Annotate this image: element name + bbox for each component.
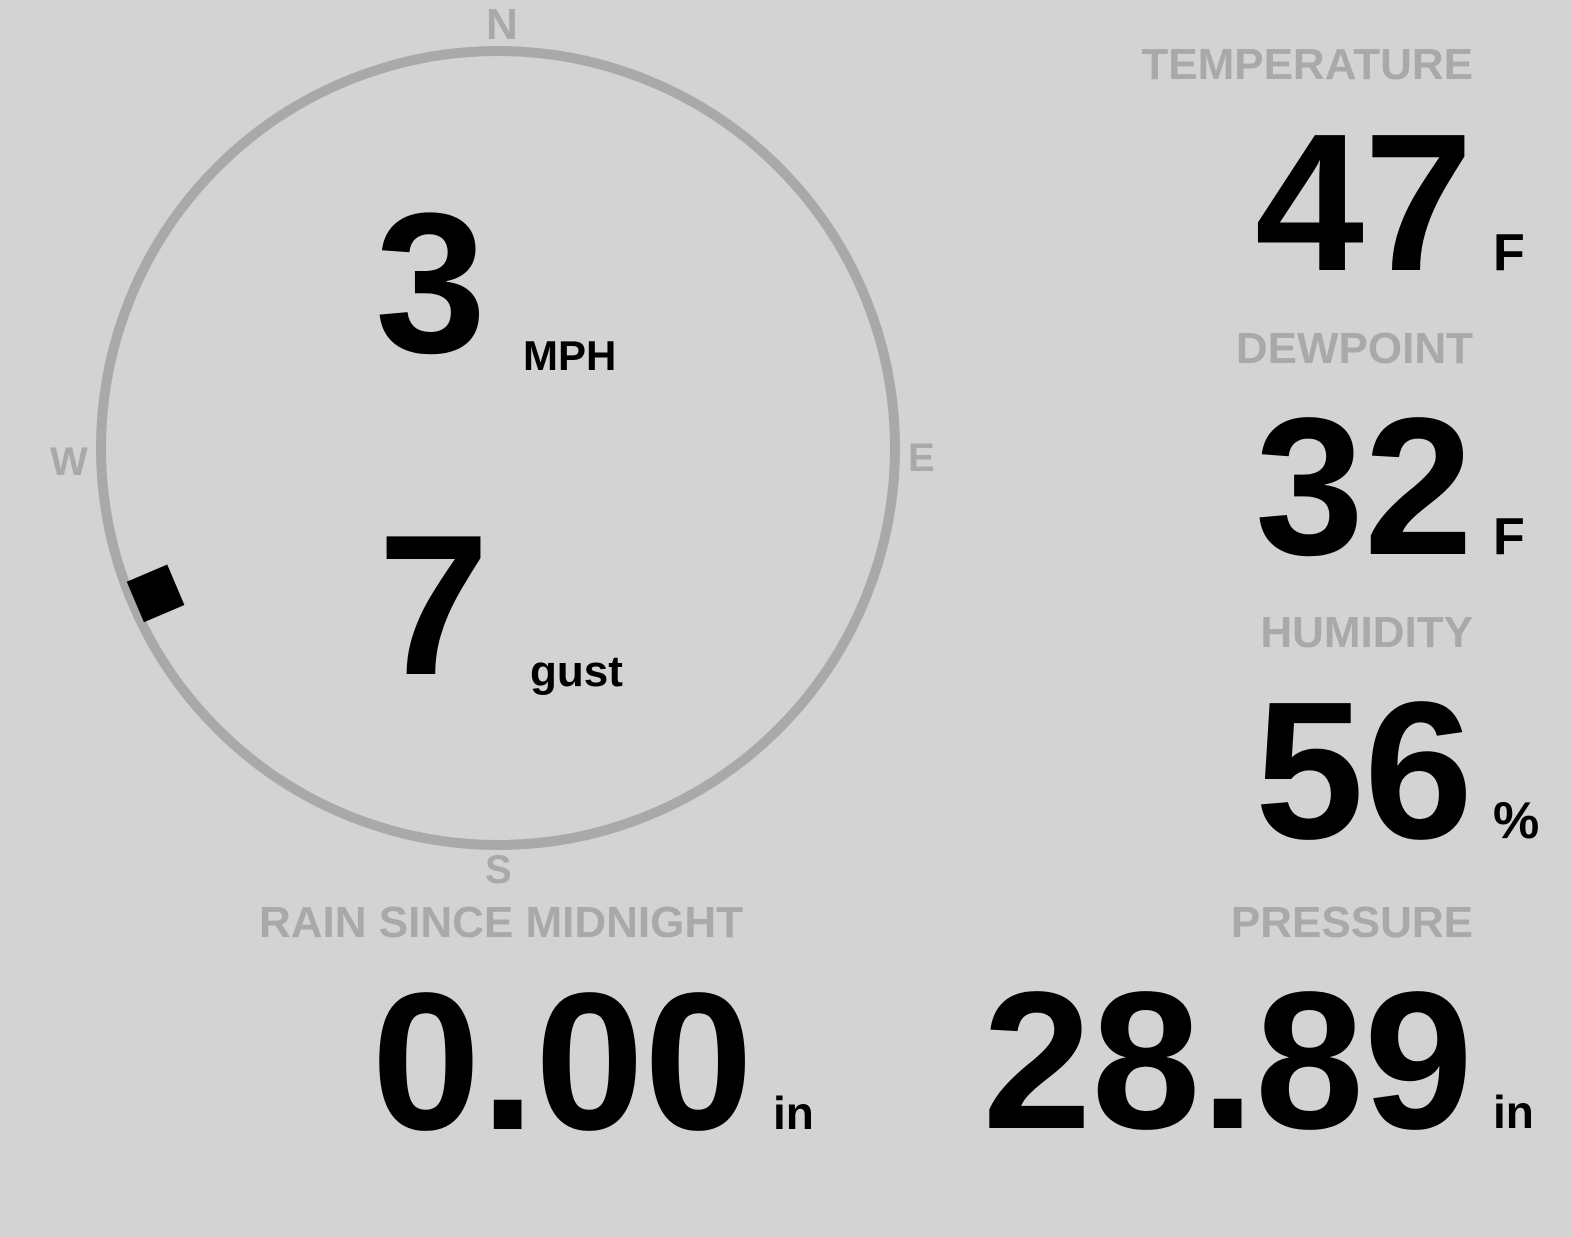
pressure-value: 28.89 xyxy=(982,951,1473,1170)
humidity-unit: % xyxy=(1493,792,1540,850)
pressure-unit: in xyxy=(1493,1086,1534,1138)
compass-north: N xyxy=(486,0,518,49)
wind-speed-unit: MPH xyxy=(523,332,617,379)
dewpoint-unit: F xyxy=(1493,508,1525,566)
temperature-unit: F xyxy=(1493,224,1525,282)
compass-ring xyxy=(96,46,900,850)
humidity-value: 56 xyxy=(1254,661,1473,880)
wind-gust-unit: gust xyxy=(530,647,623,696)
compass-east: E xyxy=(908,436,935,480)
rain-unit: in xyxy=(773,1087,814,1139)
wind-gust-value: 7 xyxy=(378,494,490,717)
compass-west: W xyxy=(50,440,88,484)
rain-label: RAIN SINCE MIDNIGHT xyxy=(259,898,743,947)
temperature-value: 47 xyxy=(1254,93,1473,312)
humidity-label: HUMIDITY xyxy=(1260,608,1473,657)
wind-direction-marker xyxy=(126,564,185,623)
dewpoint-label: DEWPOINT xyxy=(1235,324,1473,373)
temperature-block: TEMPERATURE 47 F xyxy=(1141,40,1524,315)
pressure-label: PRESSURE xyxy=(1230,898,1473,947)
rain-value: 0.00 xyxy=(371,952,753,1171)
humidity-block: HUMIDITY 56 % xyxy=(1254,608,1539,883)
dewpoint-block: DEWPOINT 32 F xyxy=(1235,324,1525,599)
dewpoint-value: 32 xyxy=(1254,377,1473,596)
rain-block: 0.00 in xyxy=(371,949,814,1174)
compass-south: S xyxy=(485,848,512,892)
wind-speed-value: 3 xyxy=(375,172,487,395)
pressure-block: PRESSURE 28.89 in xyxy=(982,898,1534,1173)
temperature-label: TEMPERATURE xyxy=(1141,40,1473,89)
